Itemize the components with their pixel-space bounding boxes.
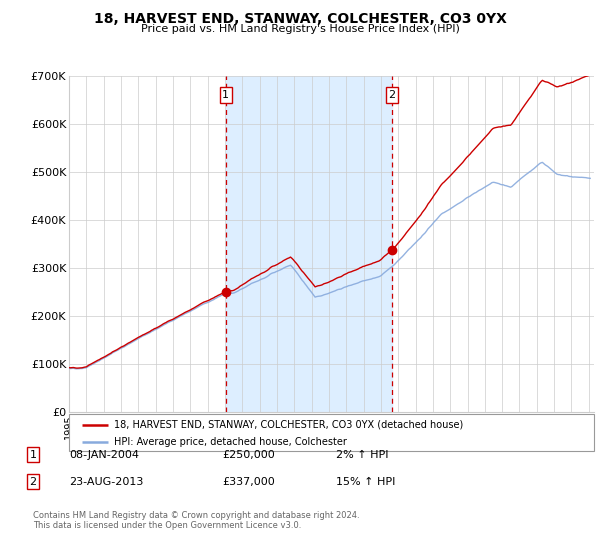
FancyBboxPatch shape	[69, 414, 594, 451]
Text: 18, HARVEST END, STANWAY, COLCHESTER, CO3 0YX (detached house): 18, HARVEST END, STANWAY, COLCHESTER, CO…	[113, 419, 463, 430]
Text: 2% ↑ HPI: 2% ↑ HPI	[336, 450, 389, 460]
Text: HPI: Average price, detached house, Colchester: HPI: Average price, detached house, Colc…	[113, 437, 347, 447]
Text: 18, HARVEST END, STANWAY, COLCHESTER, CO3 0YX: 18, HARVEST END, STANWAY, COLCHESTER, CO…	[94, 12, 506, 26]
Bar	[226, 76, 392, 412]
Text: Contains HM Land Registry data © Crown copyright and database right 2024.
This d: Contains HM Land Registry data © Crown c…	[33, 511, 359, 530]
Text: 1: 1	[29, 450, 37, 460]
Text: 15% ↑ HPI: 15% ↑ HPI	[336, 477, 395, 487]
Text: 2: 2	[29, 477, 37, 487]
Text: £250,000: £250,000	[222, 450, 275, 460]
Text: 1: 1	[223, 90, 229, 100]
Text: 2: 2	[389, 90, 396, 100]
Text: 23-AUG-2013: 23-AUG-2013	[69, 477, 143, 487]
Text: Price paid vs. HM Land Registry's House Price Index (HPI): Price paid vs. HM Land Registry's House …	[140, 24, 460, 34]
Text: £337,000: £337,000	[222, 477, 275, 487]
Text: 08-JAN-2004: 08-JAN-2004	[69, 450, 139, 460]
